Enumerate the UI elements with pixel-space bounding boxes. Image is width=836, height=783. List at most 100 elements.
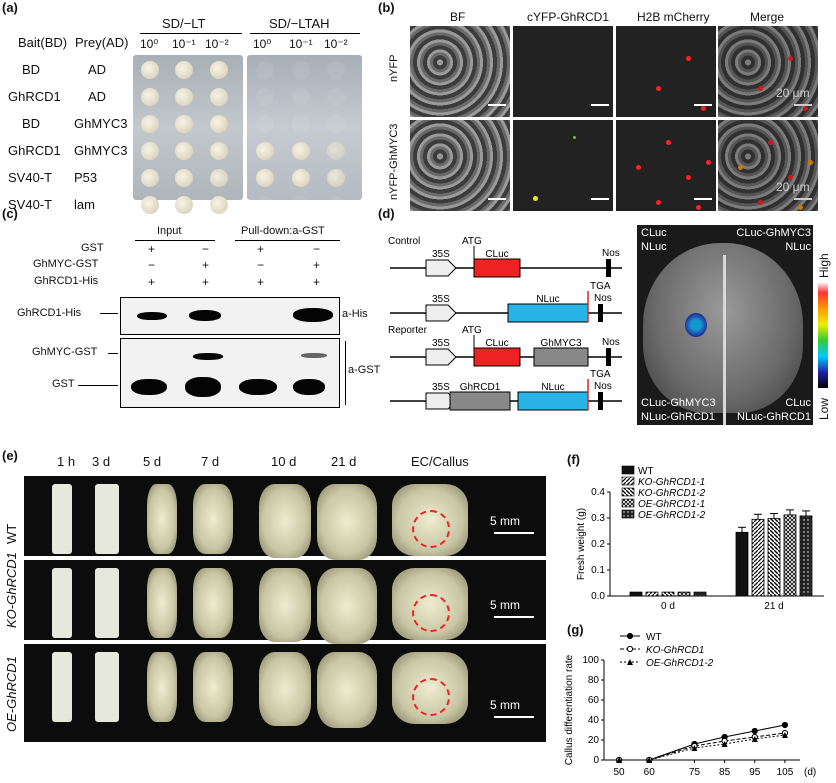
colony-5-1: [175, 196, 193, 214]
fresh-weight-chart: 0.0 0.1 0.2 0.3 0.4 Fresh weight (g) 0 d 21 d WT…: [576, 465, 824, 612]
explant-ko-3: [193, 568, 233, 638]
f-legend-3: OE-GhRCD1-1: [638, 499, 705, 510]
panel-label-a: (a): [2, 0, 18, 15]
confocal-cell-0-3: 20 μm: [718, 26, 818, 117]
band-ghrcd1-his: GhRCD1-His: [17, 307, 82, 319]
f-legend-swatch-3: [621, 498, 635, 508]
confocal-cell-1-3: 20 μm: [718, 120, 818, 211]
confocal-header-3: Merge: [750, 10, 785, 24]
scale-high: High: [817, 253, 831, 278]
panel-label-d: (d): [378, 206, 395, 221]
nos-block-0: [606, 259, 611, 277]
colony-0-1: [175, 61, 193, 79]
time-3: 7 d: [201, 454, 220, 469]
sign-1-3: +: [313, 258, 321, 272]
leaf-label-br2: NLuc-GhRCD1: [737, 411, 811, 423]
f-ytick-label-3: 0.3: [591, 513, 605, 524]
blot-his: [120, 297, 340, 335]
dilution-1-0: 10⁰: [253, 37, 272, 51]
nucleus-1-2-3: [706, 160, 711, 165]
confocal-row-nyfp-ghmyc3: nYFP-GhMYC3: [388, 123, 400, 200]
colony-4-1: [175, 169, 193, 187]
explant-wt-2: [147, 484, 177, 554]
nos-label-3: Nos: [594, 381, 612, 392]
colony-0-4: [292, 61, 310, 79]
nucleus-1-3-0: [768, 140, 773, 145]
confocal-cell-0-1: [513, 26, 613, 117]
confocal-header-0: BF: [450, 10, 466, 24]
scale-bar-1-0: [488, 198, 506, 200]
tga-label-1: TGA: [590, 281, 611, 292]
nucleus-1-2-1: [636, 165, 641, 170]
callus-circle-wt: [412, 510, 450, 548]
g-xtick-label-5: 105: [777, 767, 794, 778]
colony-1-2: [210, 88, 228, 106]
nucleus-0-3-0: [788, 56, 793, 61]
colony-2-1: [175, 115, 193, 133]
confocal-cell-1-1: [513, 120, 613, 211]
f-legend-swatch-1: [621, 476, 635, 486]
band-ghmyc-gst: GhMYC-GST: [32, 346, 98, 358]
f-ytick-label-4: 0.4: [591, 487, 605, 498]
f-cat-0: 0 d: [661, 601, 675, 612]
leaf-label-tr2: NLuc: [785, 241, 811, 253]
scale-label-e-ko: 5 mm: [490, 598, 520, 612]
g-ytick-label-1: 20: [588, 735, 600, 746]
colony-2-5: [327, 115, 345, 133]
f-bar-0-0: [629, 591, 643, 597]
block-2-0: [473, 347, 521, 367]
prey-4: P53: [74, 170, 98, 185]
colony-4-5: [327, 169, 345, 187]
dilution-0-0: 10⁰: [140, 37, 159, 51]
dilution-0-1: 10⁻¹: [172, 37, 196, 51]
time-1: 3 d: [92, 454, 111, 469]
prey-3: GhMYC3: [74, 143, 128, 158]
time-6: EC/Callus: [411, 454, 469, 469]
scale-low: Low: [817, 397, 831, 420]
leaf-label-tl2: NLuc: [641, 241, 667, 253]
dilution-1-2: 10⁻²: [324, 37, 348, 51]
g-ytick-label-3: 60: [588, 695, 600, 706]
f-ytick-label-1: 0.1: [591, 565, 605, 576]
colony-4-4: [292, 169, 310, 187]
bait-0: BD: [22, 62, 41, 77]
promoter-35s-1: [425, 304, 457, 322]
explant-oe-2: [147, 652, 177, 722]
explant-oe-0: [52, 652, 72, 722]
nucleus-1-2-2: [686, 175, 691, 180]
sign-1-0: −: [148, 258, 156, 272]
prey-5: lam: [74, 197, 95, 212]
g-ytick-label-0: 0: [593, 755, 599, 766]
nucleus-0-2-0: [686, 56, 691, 61]
f-legend-0: WT: [638, 466, 654, 477]
scale-label-e-oe: 5 mm: [490, 698, 520, 712]
gst-bracket: [345, 341, 346, 405]
explant-oe-4: [259, 652, 311, 726]
nos-block-3: [598, 392, 603, 410]
scale-bar-0-2: [694, 104, 712, 106]
nucleus-1-2-4: [656, 200, 661, 205]
explant-oe-1: [95, 652, 119, 722]
block-0-0: [473, 258, 521, 278]
callus-circle-oe: [412, 678, 450, 716]
colony-3-3: [256, 142, 274, 160]
promoter-35s-0: [425, 259, 457, 277]
g-point-2-2: [691, 745, 698, 751]
colony-5-4: [292, 196, 310, 214]
row-label-oe: OE-GhRCD1: [4, 656, 19, 732]
pulldown-line: [235, 240, 340, 241]
medium-lt-line: [140, 33, 242, 34]
block-label-0-0: CLuc: [485, 249, 508, 260]
block-label-3-1: NLuc: [541, 382, 564, 393]
confocal-cell-0-2: [616, 26, 716, 117]
explant-wt-3: [193, 484, 233, 554]
sign-1-1: +: [202, 258, 210, 272]
band-gst: GST: [52, 378, 75, 390]
prey-1: AD: [88, 89, 107, 104]
row-label-wt: WT: [4, 523, 19, 544]
g-legend-0: WT: [646, 632, 662, 643]
f-bar-1-2: [767, 518, 781, 597]
row-label-ko: KO-GhRCD1: [4, 552, 19, 628]
nos-label-1: Nos: [594, 293, 612, 304]
g-ytick-label-2: 40: [588, 715, 600, 726]
